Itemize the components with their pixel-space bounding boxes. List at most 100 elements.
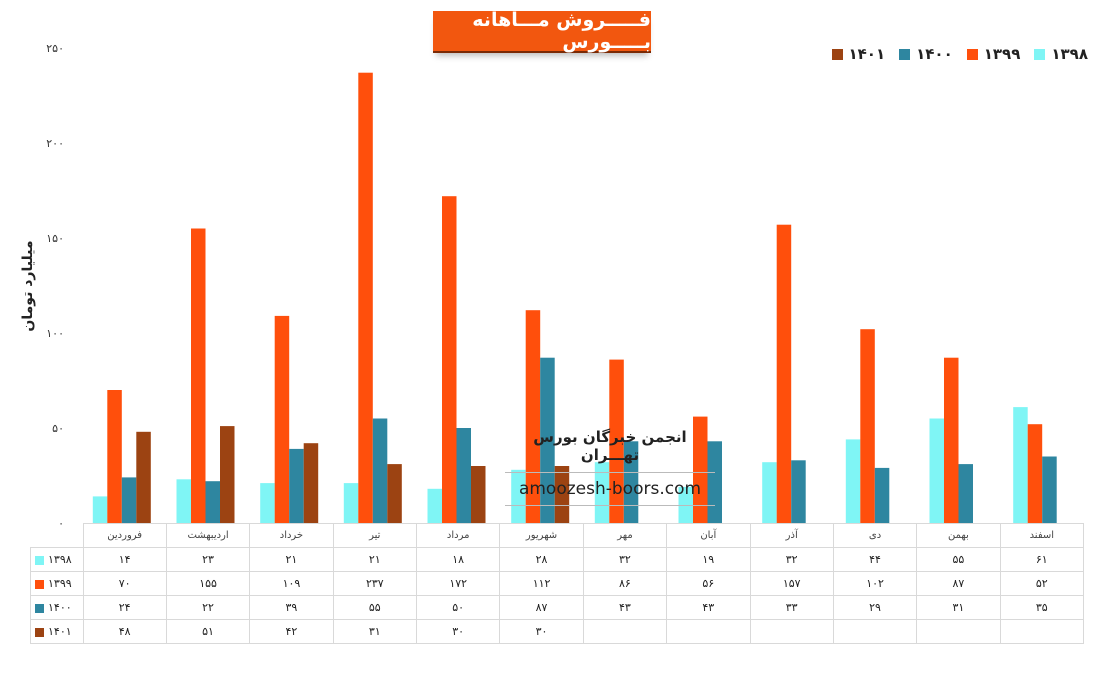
row-series-name: ۱۴۰۰ bbox=[48, 601, 72, 614]
row-swatch bbox=[35, 603, 44, 613]
bar bbox=[874, 467, 890, 523]
bar bbox=[289, 448, 304, 523]
watermark-org-name: انجمن خبرگان بورس تهـــران bbox=[505, 428, 715, 473]
y-tick-label: ۲۰۰ bbox=[46, 137, 64, 150]
y-tick-label: ۱۰۰ bbox=[46, 327, 64, 340]
category-label: شهریور bbox=[499, 523, 584, 548]
row-swatch bbox=[35, 555, 44, 565]
y-tick-label: ۵۰ bbox=[52, 422, 64, 435]
bar bbox=[372, 418, 388, 523]
table-cell: ۴۲ bbox=[249, 619, 334, 644]
table-cell: ۵۵ bbox=[916, 547, 1001, 572]
table-cell: ۱۰۲ bbox=[832, 571, 918, 596]
table-header-row: فروردین اردیبهشت خرداد تیر مرداد شهریور مهر آبا… bbox=[30, 523, 1085, 548]
table-cell: ۷۰ bbox=[82, 571, 167, 596]
row-series-name: ۱۴۰۱ bbox=[48, 625, 72, 638]
chart-legend: ۱۳۹۸ ۱۳۹۹ ۱۴۰۰ ۱۴۰۱ bbox=[831, 42, 1088, 66]
table-cell bbox=[999, 619, 1085, 644]
table-cell: ۳۰ bbox=[499, 619, 584, 644]
bar bbox=[176, 479, 191, 523]
table-cell: ۴۴ bbox=[832, 547, 918, 572]
table-cell: ۲۳ bbox=[165, 547, 251, 572]
table-cell: ۴۸ bbox=[82, 619, 167, 644]
bar bbox=[442, 196, 457, 523]
category-label: مهر bbox=[582, 523, 668, 548]
bar bbox=[762, 462, 777, 523]
bar bbox=[609, 359, 624, 523]
legend-item: ۱۳۹۸ bbox=[1034, 45, 1088, 63]
bar bbox=[274, 315, 290, 523]
category-label: خرداد bbox=[249, 523, 334, 548]
table-cell: ۱۱۲ bbox=[499, 571, 584, 596]
bar bbox=[1013, 407, 1028, 523]
legend-item: ۱۴۰۰ bbox=[899, 45, 953, 63]
legend-label: ۱۳۹۹ bbox=[983, 45, 1021, 63]
legend-item: ۱۴۰۱ bbox=[831, 45, 886, 63]
legend-item: ۱۳۹۹ bbox=[966, 45, 1021, 63]
bar bbox=[136, 431, 151, 523]
bar bbox=[944, 357, 959, 523]
bar bbox=[707, 441, 722, 523]
table-row: ۱۴۰۰ ۲۴ ۲۲ ۳۹ ۵۵ ۵۰ ۸۷ ۴۳ ۴۳ ۳۳ ۲۹ ۳۱ ۳۵ bbox=[30, 595, 1085, 620]
table-cell: ۱۴ bbox=[82, 547, 167, 572]
bar bbox=[121, 477, 137, 523]
bar bbox=[554, 466, 570, 523]
category-label: مرداد bbox=[415, 523, 501, 548]
table-cell: ۲۴ bbox=[82, 595, 167, 620]
table-cell: ۳۱ bbox=[332, 619, 418, 644]
bar bbox=[471, 466, 486, 523]
table-cell: ۵۲ bbox=[999, 571, 1085, 596]
bar bbox=[958, 464, 973, 523]
table-cell: ۲۹ bbox=[832, 595, 918, 620]
category-label: اسفند bbox=[999, 523, 1085, 548]
legend-swatch bbox=[831, 48, 843, 60]
table-cell bbox=[749, 619, 834, 644]
legend-label: ۱۳۹۸ bbox=[1051, 45, 1088, 63]
bar bbox=[456, 428, 471, 523]
table-cell: ۳۵ bbox=[999, 595, 1085, 620]
table-cell: ۳۳ bbox=[749, 595, 834, 620]
table-cell: ۲۸ bbox=[499, 547, 584, 572]
table-cell: ۱۷۲ bbox=[415, 571, 501, 596]
chart-title: فـــــروش مـــاهانه بـــــورس bbox=[433, 9, 651, 53]
table-cell bbox=[832, 619, 918, 644]
bar bbox=[540, 357, 555, 523]
legend-label: ۱۴۰۱ bbox=[848, 45, 886, 63]
table-cell: ۴۳ bbox=[582, 595, 668, 620]
legend-swatch bbox=[899, 48, 911, 60]
category-label: آبان bbox=[666, 523, 751, 548]
row-swatch bbox=[35, 579, 44, 589]
table-cell: ۳۲ bbox=[582, 547, 668, 572]
table-cell: ۱۵۷ bbox=[749, 571, 834, 596]
bar bbox=[260, 483, 275, 523]
bar bbox=[107, 390, 122, 523]
table-cell bbox=[582, 619, 668, 644]
table-cell: ۲۱ bbox=[332, 547, 418, 572]
table-cell: ۴۳ bbox=[666, 595, 751, 620]
table-cell bbox=[916, 619, 1001, 644]
table-cell bbox=[666, 619, 751, 644]
bar bbox=[791, 460, 806, 523]
table-cell: ۱۹ bbox=[666, 547, 751, 572]
bar bbox=[220, 426, 235, 523]
bar bbox=[205, 481, 220, 523]
bar bbox=[511, 469, 526, 523]
table-cell: ۳۲ bbox=[749, 547, 834, 572]
bar bbox=[387, 464, 402, 523]
table-cell: ۵۰ bbox=[415, 595, 501, 620]
table-cell: ۵۵ bbox=[332, 595, 418, 620]
row-series-label: ۱۳۹۸ bbox=[30, 547, 84, 572]
bar bbox=[860, 329, 875, 523]
table-cell: ۵۶ bbox=[666, 571, 751, 596]
table-cell: ۳۱ bbox=[916, 595, 1001, 620]
legend-swatch bbox=[966, 48, 978, 60]
legend-swatch bbox=[1034, 48, 1046, 60]
category-label: دی bbox=[832, 523, 918, 548]
table-cell: ۲۳۷ bbox=[332, 571, 418, 596]
bar bbox=[693, 416, 708, 523]
row-series-label: ۱۳۹۹ bbox=[30, 571, 84, 596]
bar bbox=[1042, 456, 1057, 523]
row-series-label: ۱۴۰۱ bbox=[30, 619, 84, 644]
row-series-label: ۱۴۰۰ bbox=[30, 595, 84, 620]
table-cell: ۲۲ bbox=[165, 595, 251, 620]
